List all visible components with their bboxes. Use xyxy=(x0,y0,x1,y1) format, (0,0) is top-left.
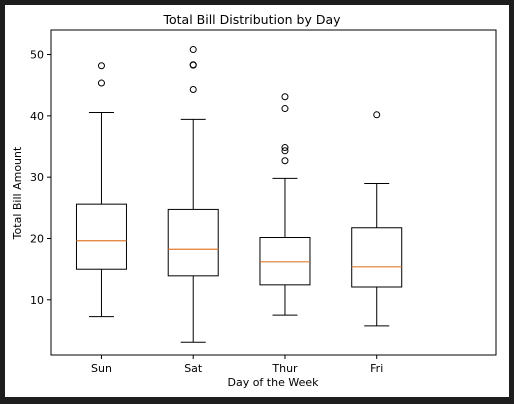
y-tick-label: 30 xyxy=(30,171,44,184)
iqr-box xyxy=(167,208,219,277)
outlier-point xyxy=(281,147,289,155)
outlier-point xyxy=(281,105,289,113)
chart-title: Total Bill Distribution by Day xyxy=(162,12,341,27)
box-thur xyxy=(259,93,311,316)
box-plot-chart: Total Bill Distribution by Day 10 20 30 40 5… xyxy=(11,12,497,389)
outlier-point xyxy=(281,93,289,101)
y-tick-label: 10 xyxy=(30,294,44,307)
box-sun xyxy=(75,62,127,318)
x-tick-label: Sun xyxy=(91,362,112,375)
iqr-box xyxy=(259,237,311,286)
outlier-point xyxy=(281,157,289,165)
y-tick-label: 50 xyxy=(30,49,44,62)
iqr-box xyxy=(351,227,403,288)
x-axis-label: Day of the Week xyxy=(227,376,319,389)
outlier-point xyxy=(97,79,105,87)
y-axis-label: Total Bill Amount xyxy=(11,146,24,240)
outlier-point xyxy=(373,111,381,119)
plot-area-frame xyxy=(50,29,497,356)
chart-figure: Total Bill Distribution by Day 10 20 30 40 5… xyxy=(5,5,509,397)
outlier-point xyxy=(189,61,197,69)
outlier-point xyxy=(189,46,197,54)
outlier-point xyxy=(97,62,105,70)
outlier-point xyxy=(189,85,197,93)
x-tick-label: Thur xyxy=(271,362,298,375)
x-tick-label: Fri xyxy=(370,362,383,375)
outlier-point xyxy=(281,144,289,152)
box-sat xyxy=(167,46,219,343)
y-tick-label: 20 xyxy=(30,232,44,245)
x-tick-label: Sat xyxy=(184,362,203,375)
box-series xyxy=(75,46,403,343)
y-axis: 10 20 30 40 50 xyxy=(30,49,51,307)
x-axis: Sun Sat Thur Fri xyxy=(91,355,383,375)
y-tick-label: 40 xyxy=(30,110,44,123)
box-fri xyxy=(351,111,403,327)
iqr-box xyxy=(75,203,127,270)
